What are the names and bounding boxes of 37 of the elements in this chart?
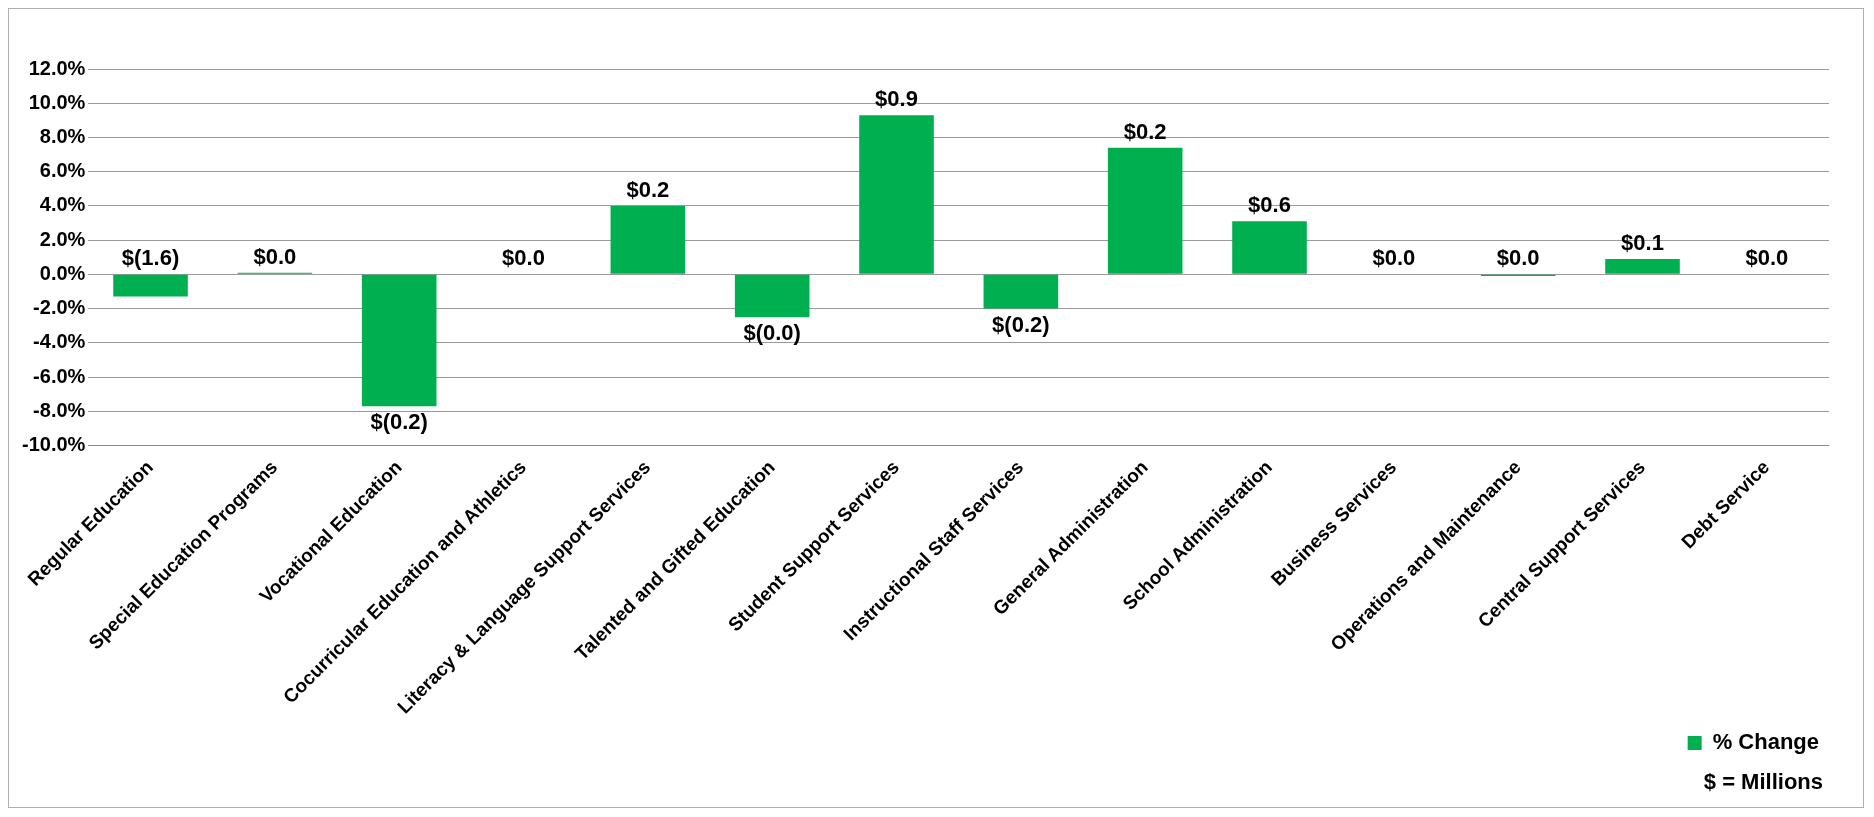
bar: [1107, 147, 1183, 274]
annotation: $0.0: [502, 245, 545, 271]
y-tick-label: -2.0%: [33, 296, 86, 319]
y-tick-label: 4.0%: [39, 193, 86, 216]
annotation: $(0.2): [992, 311, 1050, 337]
y-tick-label: 12.0%: [28, 56, 86, 79]
annotation: $0.2: [626, 176, 670, 202]
y-tick-label: -6.0%: [33, 364, 86, 387]
annotation: $0.6: [1248, 192, 1291, 218]
bar: [1232, 221, 1307, 274]
bar: [1605, 258, 1680, 274]
annotation: $0.0: [1745, 245, 1789, 271]
y-tick-label: -8.0%: [33, 398, 86, 421]
bar: [734, 274, 810, 318]
bar: [610, 205, 686, 274]
y-tick-label: 10.0%: [28, 90, 86, 113]
annotation: $0.9: [875, 86, 918, 112]
legend-label: % Change: [1712, 729, 1820, 755]
annotation: $(0.0): [743, 320, 801, 346]
bar: [113, 274, 188, 297]
y-tick-label: -4.0%: [33, 330, 86, 353]
annotation: $0.0: [1496, 245, 1540, 271]
annotation: $(1.6): [121, 245, 180, 271]
y-tick-label: 6.0%: [39, 159, 86, 182]
bar: [983, 274, 1059, 309]
bar: [361, 274, 437, 407]
text: $ = Millions: [1703, 769, 1823, 795]
annotation: $0.1: [1621, 230, 1664, 256]
y-tick-label: 2.0%: [39, 227, 86, 250]
bar: [859, 115, 934, 274]
y-tick-label: 0.0%: [39, 261, 86, 284]
y-tick-label: -10.0%: [21, 433, 86, 456]
annotation: $(0.2): [370, 409, 428, 435]
y-tick-label: 8.0%: [39, 124, 86, 147]
annotation: $0.0: [253, 243, 297, 269]
annotation: $0.2: [1123, 118, 1167, 144]
annotation: $0.0: [1372, 245, 1416, 271]
